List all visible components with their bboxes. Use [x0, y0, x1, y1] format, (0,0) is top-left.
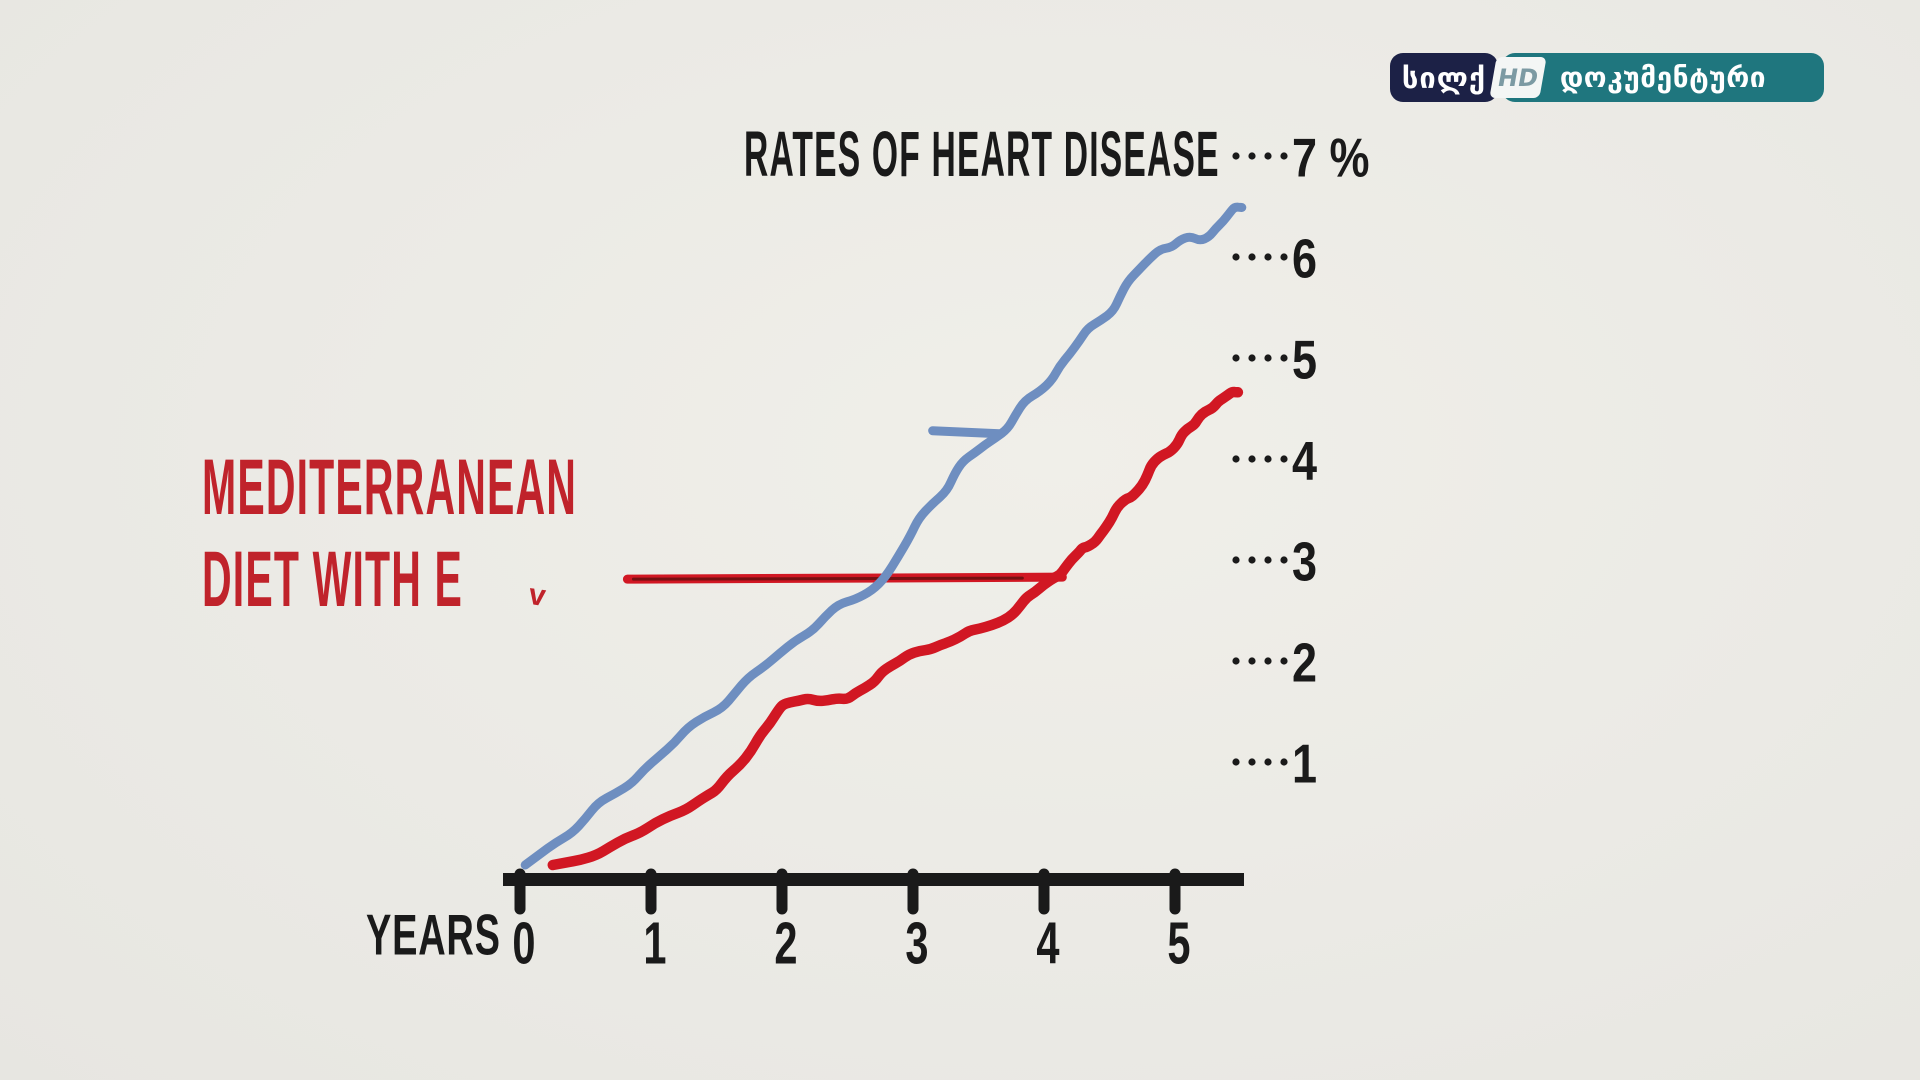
y-tick-dots: [1264, 758, 1272, 766]
channel-name: სილქ: [1401, 60, 1487, 95]
x-axis-tick-label: 4: [1036, 910, 1060, 978]
y-tick-dots: [1232, 657, 1240, 665]
x-axis-tick-label: 5: [1167, 910, 1191, 978]
y-tick-dots: [1280, 657, 1288, 665]
program-badge: დოკუმენტური: [1502, 53, 1824, 102]
y-tick-dots: [1248, 556, 1256, 564]
channel-logo: დოკუმენტური სილქ HD: [1390, 53, 1826, 102]
y-tick-dots: [1280, 455, 1288, 463]
y-axis-tick-label: 3: [1292, 531, 1318, 593]
x-axis-tick-label: 2: [774, 910, 798, 978]
y-tick-dots: [1264, 354, 1272, 362]
chart-title: RATES OF HEART DISEASE: [744, 117, 1220, 190]
y-tick-dots: [1232, 758, 1240, 766]
y-tick-dots: [1264, 253, 1272, 261]
y-tick-dots: [1232, 152, 1240, 160]
y-tick-dots: [1232, 354, 1240, 362]
y-tick-dots: [1280, 354, 1288, 362]
program-label: დოკუმენტური: [1559, 61, 1767, 94]
blue-pointer-line: [928, 426, 1004, 439]
series-label-line2: DIET WITH E: [202, 535, 464, 624]
hd-badge: HD: [1489, 57, 1547, 98]
y-tick-dots: [1248, 657, 1256, 665]
y-axis-tick-label: 5: [1292, 329, 1318, 391]
hd-badge-label: HD: [1495, 63, 1541, 92]
y-tick-dots: [1248, 354, 1256, 362]
y-tick-dots: [1248, 758, 1256, 766]
x-axis-tick-label: 3: [905, 910, 929, 978]
y-tick-dots: [1280, 253, 1288, 261]
y-axis-tick-label: 2: [1292, 632, 1318, 694]
y-tick-dots: [1264, 556, 1272, 564]
x-axis-tick-label: 1: [643, 910, 667, 978]
y-tick-dots: [1264, 657, 1272, 665]
red-pointer-core: [631, 576, 1024, 581]
y-tick-dots: [1280, 556, 1288, 564]
y-tick-dots: [1280, 152, 1288, 160]
x-axis-tick-label: 0: [512, 910, 536, 978]
red-line-series: [547, 386, 1244, 871]
blue-line-series: [520, 202, 1247, 870]
y-tick-dots: [1248, 253, 1256, 261]
y-tick-dots: [1264, 152, 1272, 160]
y-axis-tick-label: 7 %: [1292, 127, 1370, 189]
y-tick-dots: [1232, 455, 1240, 463]
y-tick-dots: [1248, 455, 1256, 463]
y-tick-dots: [1264, 455, 1272, 463]
series-label-line1: MEDITERRANEAN: [202, 443, 578, 532]
y-tick-dots: [1232, 253, 1240, 261]
y-tick-dots: [1280, 758, 1288, 766]
y-axis-tick-label: 6: [1292, 228, 1318, 290]
y-tick-dots: [1232, 556, 1240, 564]
y-axis-tick-label: 4: [1292, 430, 1318, 492]
y-axis-tick-label: 1: [1292, 733, 1318, 795]
y-tick-dots: [1248, 152, 1256, 160]
channel-name-badge: სილქ: [1390, 53, 1498, 102]
x-axis-title: YEARS: [366, 902, 501, 967]
